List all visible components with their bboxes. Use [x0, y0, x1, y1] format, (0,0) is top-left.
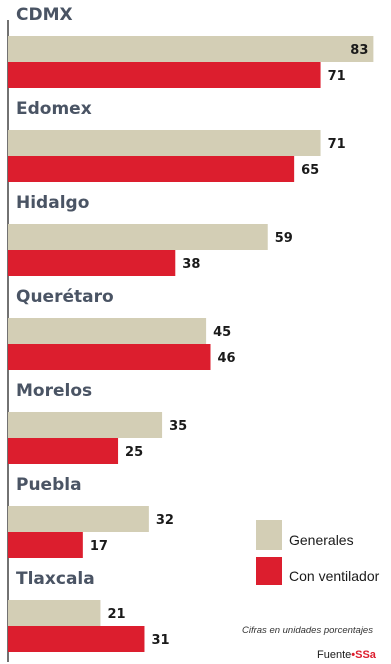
bar-generales-puebla [8, 506, 149, 532]
note: Cifras en unidades porcentajes [242, 625, 373, 636]
source-prefix: Fuente [317, 649, 351, 661]
bar-con-ventilador-cdmx [8, 62, 321, 88]
source-brand: SSa [355, 649, 377, 661]
bar-generales-cdmx [8, 36, 374, 62]
legend: Generales Con ventilador [256, 520, 380, 585]
value-label-generales-morelos: 35 [169, 419, 187, 434]
region-label-edomex: Edomex [16, 99, 92, 119]
bar-generales-hidalgo [8, 224, 268, 250]
source-separator: • [351, 649, 355, 661]
legend-swatch-con-ventilador [256, 557, 282, 585]
region-label-cdmx: CDMX [16, 5, 73, 25]
value-label-con-ventilador-hidalgo: 38 [182, 257, 200, 272]
value-label-con-ventilador-edomex: 65 [301, 163, 319, 178]
value-label-con-ventilador-tlaxcala: 31 [151, 633, 169, 648]
bar-con-ventilador-queretaro [8, 344, 211, 370]
legend-label-con-ventilador: Con ventilador [289, 568, 380, 584]
value-label-generales-edomex: 71 [328, 137, 346, 152]
source: Fuente•SSa [317, 649, 377, 661]
value-label-generales-tlaxcala: 21 [107, 607, 125, 622]
region-label-hidalgo: Hidalgo [16, 193, 89, 213]
value-label-generales-queretaro: 45 [213, 325, 231, 340]
bar-generales-tlaxcala [8, 600, 101, 626]
bar-con-ventilador-hidalgo [8, 250, 176, 276]
bar-con-ventilador-puebla [8, 532, 83, 558]
bar-generales-edomex [8, 130, 321, 156]
value-label-con-ventilador-morelos: 25 [125, 445, 143, 460]
legend-swatch-generales [256, 520, 282, 550]
bar-con-ventilador-morelos [8, 438, 119, 464]
legend-label-generales: Generales [289, 532, 354, 548]
bar-con-ventilador-tlaxcala [8, 626, 145, 652]
bar-generales-morelos [8, 412, 163, 438]
bar-con-ventilador-edomex [8, 156, 295, 182]
region-label-puebla: Puebla [16, 475, 82, 495]
value-label-generales-cdmx: 83 [350, 43, 368, 58]
value-label-generales-puebla: 32 [156, 513, 174, 528]
value-label-con-ventilador-puebla: 17 [90, 539, 108, 554]
region-label-tlaxcala: Tlaxcala [16, 569, 95, 589]
value-label-generales-hidalgo: 59 [275, 231, 293, 246]
region-label-morelos: Morelos [16, 381, 92, 401]
value-label-con-ventilador-cdmx: 71 [328, 69, 346, 84]
value-label-con-ventilador-queretaro: 46 [218, 351, 236, 366]
region-label-queretaro: Querétaro [16, 287, 114, 307]
bar-generales-queretaro [8, 318, 207, 344]
